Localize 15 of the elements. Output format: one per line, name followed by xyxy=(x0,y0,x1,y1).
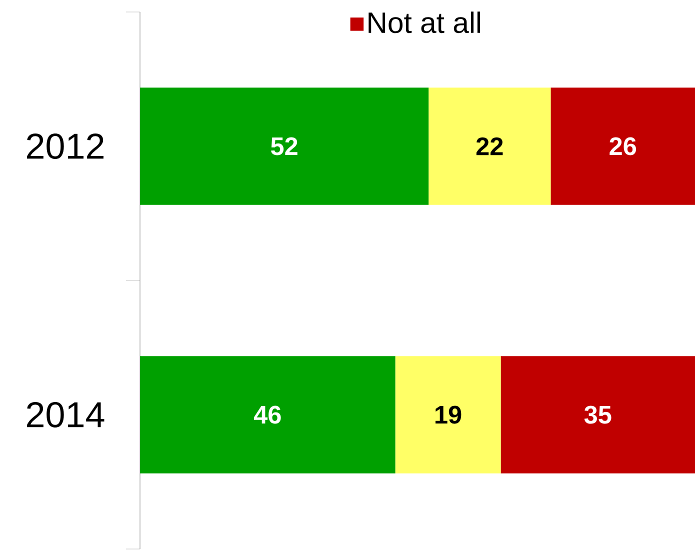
data-label: 52 xyxy=(270,137,298,155)
legend-label: Not at all xyxy=(368,11,480,33)
data-label: 26 xyxy=(610,137,636,155)
data-label: 46 xyxy=(254,406,281,424)
bar xyxy=(500,356,695,474)
bar xyxy=(428,87,551,205)
y-tick-label: 2012 xyxy=(27,133,104,159)
y-tick-label: 2014 xyxy=(27,402,104,428)
bar xyxy=(140,356,396,474)
bar xyxy=(140,87,429,205)
bar xyxy=(395,356,501,474)
data-label: 35 xyxy=(584,406,612,424)
bar xyxy=(550,87,695,205)
data-label: 22 xyxy=(476,137,503,155)
data-label: 19 xyxy=(436,406,462,424)
